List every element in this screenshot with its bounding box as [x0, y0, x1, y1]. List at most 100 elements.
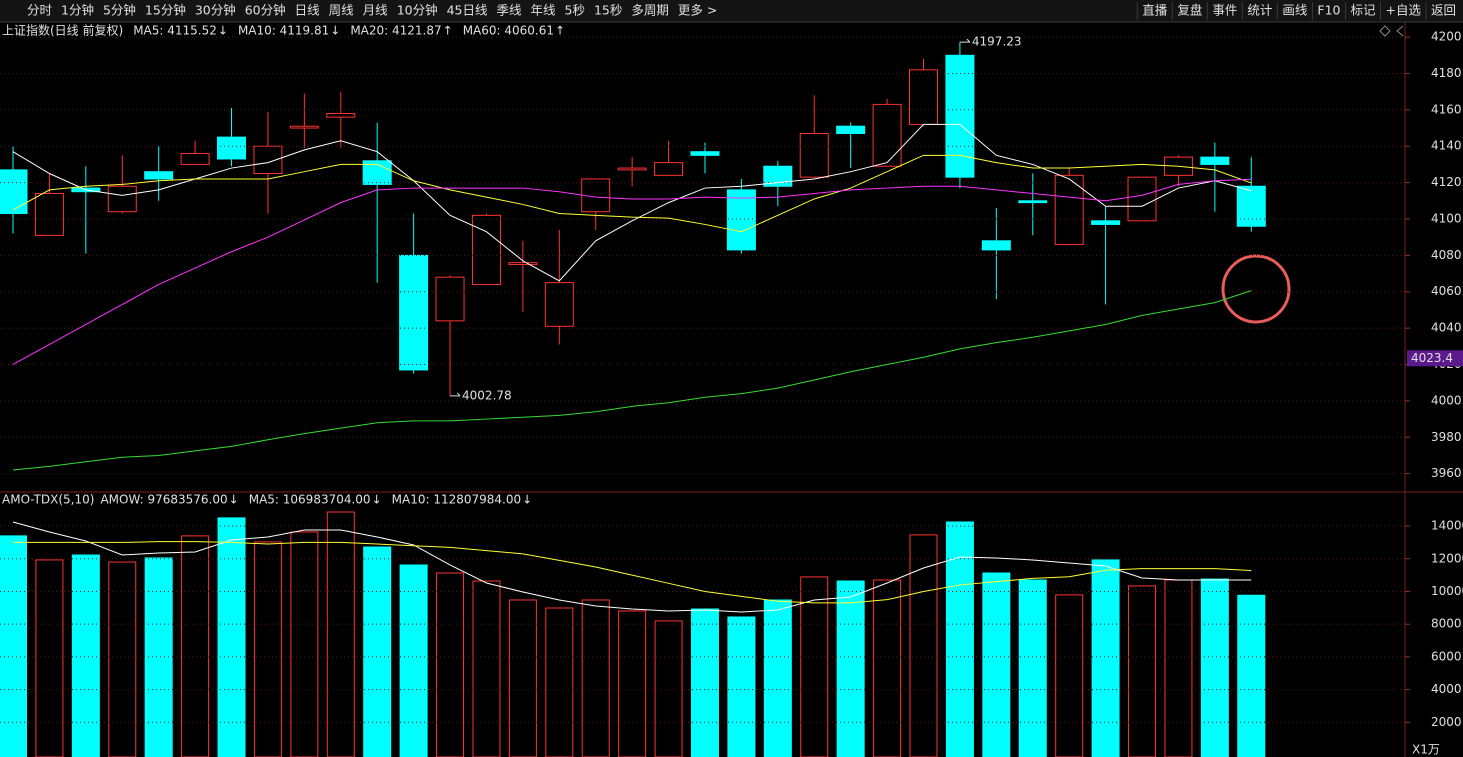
candle-body [836, 125, 866, 134]
volume-bar [508, 599, 537, 757]
y-tick-label: 4180 [1431, 66, 1462, 80]
volume-bar [436, 572, 465, 757]
candle-body [144, 171, 174, 180]
toolbar-button[interactable]: 事件 [1212, 3, 1237, 18]
volume-bar [909, 534, 938, 757]
volume-bar [290, 531, 319, 757]
toolbar-button[interactable]: F10 [1317, 3, 1340, 18]
legend-label: MA5: 106983704.00 [249, 493, 371, 507]
ma-line [12, 178, 1252, 365]
candle-body [981, 240, 1011, 251]
toolbar-button[interactable]: +自选 [1386, 3, 1422, 18]
volume-bar [1018, 579, 1047, 757]
legend-trend: ↑ [555, 24, 565, 38]
volume-bar [945, 521, 974, 757]
toolbar-button[interactable]: 直播 [1142, 3, 1168, 18]
volume-bar [0, 535, 27, 757]
plot: 上证指数(日线 前复权) MA5: 4115.52 ↓ MA10: 4119.81 ↓ M… [0, 23, 1463, 757]
ma-line [12, 290, 1252, 471]
toolbar-button[interactable]: 复盘 [1177, 3, 1202, 18]
indicator-title: AMO-TDX(5,10) [2, 493, 94, 507]
y-tick-label: 3980 [1431, 430, 1462, 444]
toolbar-tab[interactable]: 月线 [363, 3, 389, 18]
volume-bar [35, 559, 64, 757]
icon-diamond[interactable] [1379, 25, 1391, 37]
candle-body [289, 125, 319, 129]
toolbar-button[interactable]: 返回 [1431, 3, 1456, 18]
ma-line [12, 123, 1252, 282]
volume-bar [690, 608, 719, 757]
toolbar-tab[interactable]: 1分钟 [61, 3, 94, 18]
toolbar-button[interactable]: 画线 [1282, 3, 1308, 18]
toolbar-tab[interactable]: 年线 [531, 3, 557, 18]
ma-line [13, 541, 1252, 604]
y-tick-label: 14000 [1431, 519, 1463, 533]
toolbar-tab[interactable]: 60分钟 [245, 3, 286, 18]
volume-bar [581, 599, 610, 757]
volume-bar [1128, 585, 1157, 757]
volume-bar [181, 535, 210, 757]
extreme-label: 4197.23 [972, 35, 1022, 49]
legend-trend: ↓ [522, 493, 532, 507]
candle-body [1018, 200, 1048, 204]
legend-trend: ↓ [330, 24, 340, 38]
volume-bar [253, 541, 282, 757]
legend-trend: ↑ [443, 24, 453, 38]
candle-body [799, 132, 829, 178]
y-tick-label: 4140 [1431, 139, 1462, 153]
candle-body [872, 103, 902, 167]
icon-collapse[interactable] [1396, 25, 1404, 37]
y-tick-label: 4000 [1431, 393, 1462, 407]
candle-body [34, 193, 64, 236]
toolbar-tab[interactable]: 10分钟 [397, 3, 438, 18]
toolbar-tab[interactable]: 季线 [497, 3, 523, 18]
extreme-marker [450, 392, 461, 397]
candle-body [471, 214, 501, 285]
toolbar-tab[interactable]: 5秒 [565, 3, 585, 18]
y-tick-label: 4040 [1431, 321, 1462, 335]
toolbar-tab[interactable]: 45日线 [447, 3, 488, 18]
volume-bar [1237, 594, 1266, 757]
y-tick-label: 4000 [1431, 682, 1462, 696]
toolbar-tab[interactable]: 更多 > [678, 3, 717, 18]
y-tick-label: 12000 [1431, 551, 1463, 565]
candle-body [1054, 174, 1084, 245]
toolbar-tab[interactable]: 5分钟 [103, 3, 136, 18]
toolbar-tab[interactable]: 分时 [27, 3, 53, 18]
candle-body [107, 185, 137, 213]
volume-bar [399, 564, 428, 757]
candle-body [690, 151, 720, 156]
ma-line [12, 521, 1252, 613]
toolbar: 分时 1分钟 5分钟 15分钟 30分钟 60分钟 日线 周线 月线 10分钟 45日线 季线 年线 5秒… [27, 2, 1456, 20]
volume-bar [763, 599, 792, 757]
candle-body [1236, 185, 1266, 227]
extreme-label: 4002.78 [462, 388, 512, 402]
volume-bar [836, 580, 865, 757]
volume-bar [618, 610, 647, 757]
volume-bar [326, 511, 355, 757]
volume-bar [1091, 559, 1120, 757]
volume-bar [545, 607, 574, 757]
toolbar-button[interactable]: 标记 [1350, 3, 1376, 18]
legend-label: MA10: 112807984.00 [392, 493, 522, 507]
toolbar-button[interactable]: 统计 [1247, 3, 1272, 18]
y-tick-label: 4080 [1431, 248, 1462, 262]
extreme-marker [959, 38, 971, 43]
unit-label: X1万 [1412, 743, 1440, 757]
ma-line [12, 154, 1252, 233]
volume-bar [873, 579, 902, 757]
legend-label: MA5: 4115.52 [133, 24, 217, 38]
volume-bar [1164, 579, 1193, 757]
toolbar-tab[interactable]: 日线 [295, 3, 321, 18]
candle-body [1091, 220, 1121, 225]
toolbar-tab[interactable]: 30分钟 [195, 3, 236, 18]
toolbar-tab[interactable]: 周线 [329, 3, 355, 18]
legend-trend: ↓ [229, 493, 239, 507]
chart-title: 上证指数(日线 前复权) [2, 23, 123, 38]
toolbar-tab[interactable]: 多周期 [631, 3, 669, 18]
toolbar-tab[interactable]: 15秒 [594, 3, 622, 18]
volume-bar [144, 557, 173, 757]
legend-label: MA60: 4060.61 [463, 24, 554, 38]
toolbar-tab[interactable]: 15分钟 [145, 3, 186, 18]
